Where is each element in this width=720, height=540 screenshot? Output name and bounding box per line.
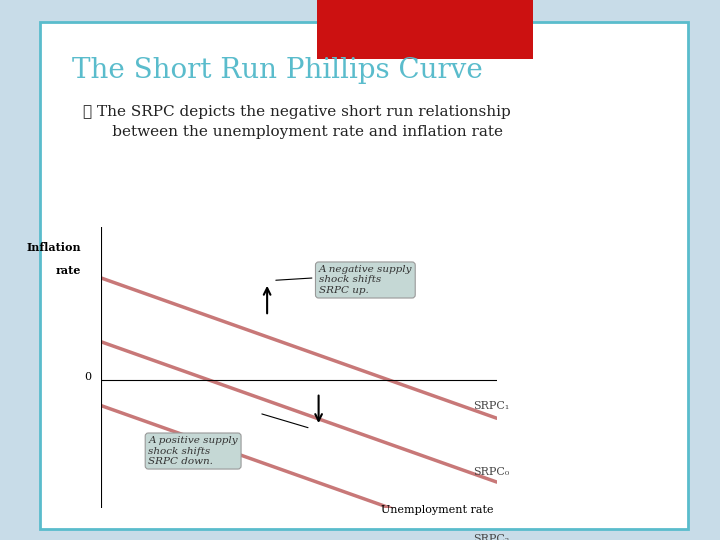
Text: SRPC₀: SRPC₀: [473, 467, 509, 477]
Text: SRPC₂: SRPC₂: [473, 534, 509, 540]
FancyBboxPatch shape: [40, 22, 688, 529]
Text: rate: rate: [55, 265, 81, 276]
Text: A negative supply
shock shifts
SRPC up.: A negative supply shock shifts SRPC up.: [319, 265, 412, 295]
Text: A positive supply
shock shifts
SRPC down.: A positive supply shock shifts SRPC down…: [148, 436, 238, 466]
Text: The Short Run Phillips Curve: The Short Run Phillips Curve: [72, 57, 482, 84]
Text: Inflation: Inflation: [27, 242, 81, 253]
Text: 0: 0: [84, 373, 91, 382]
Text: Unemployment rate: Unemployment rate: [381, 505, 494, 515]
Text: ❧ The SRPC depicts the negative short run relationship
      between the unemplo: ❧ The SRPC depicts the negative short ru…: [83, 105, 510, 139]
Text: SRPC₁: SRPC₁: [473, 401, 509, 411]
FancyBboxPatch shape: [317, 0, 533, 59]
